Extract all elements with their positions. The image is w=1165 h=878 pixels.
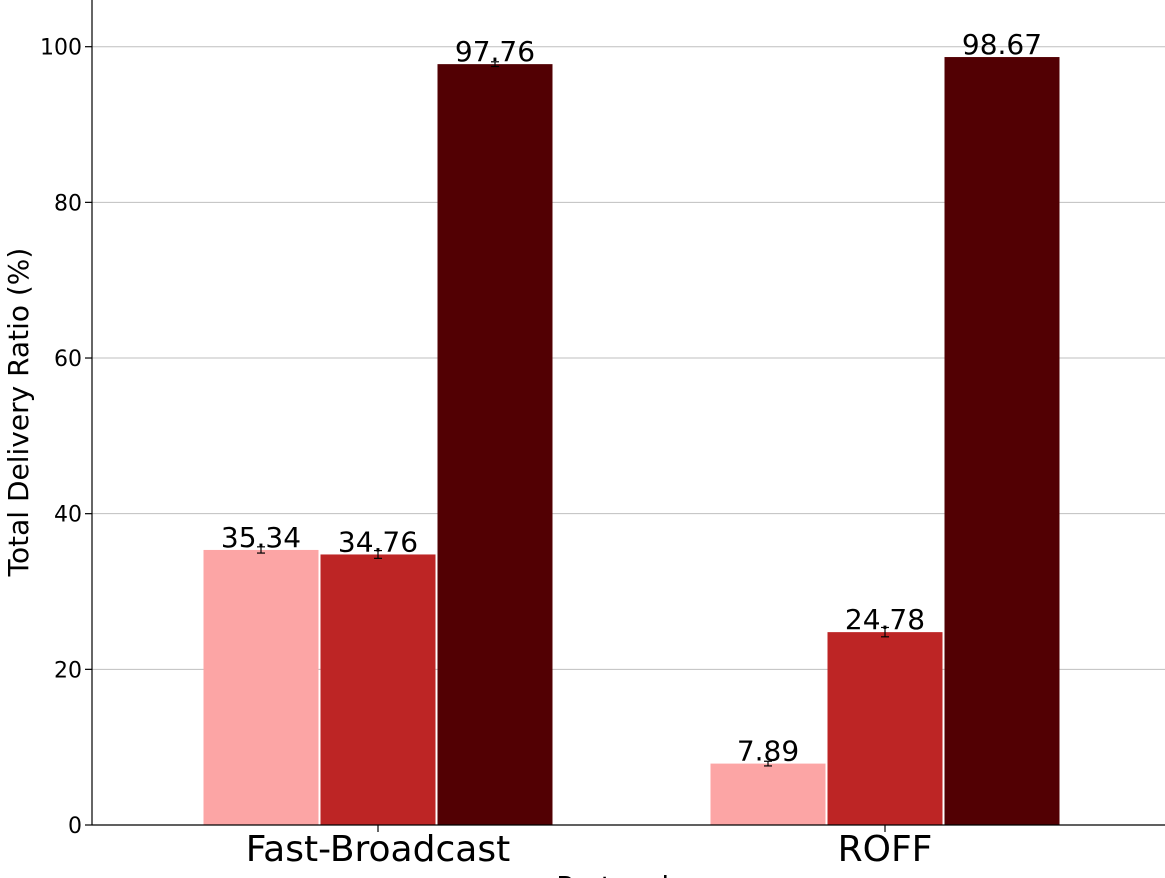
data-labels: 35.34 34.76 97.76 7.89 24.78 98.67 <box>221 28 1042 768</box>
y-axis-title: Total Delivery Ratio (%) <box>2 248 35 578</box>
bar-value-label: 7.89 <box>737 735 799 768</box>
bar-value-label: 98.67 <box>962 28 1042 61</box>
bar-value-label: 34.76 <box>338 525 418 558</box>
bar <box>710 763 826 825</box>
bar <box>203 549 319 825</box>
x-axis-title: Protocols <box>556 870 683 878</box>
bar-value-label: 97.76 <box>455 35 535 68</box>
bar <box>437 64 553 825</box>
axes <box>91 0 1165 826</box>
y-tick-label: 40 <box>54 503 82 528</box>
y-tick-label: 80 <box>54 191 82 216</box>
bar-value-label: 24.78 <box>845 603 925 636</box>
y-tick-label: 0 <box>68 814 82 839</box>
bar <box>827 632 943 825</box>
y-tick-label: 100 <box>40 36 82 61</box>
x-tick-labels: Fast-Broadcast ROFF <box>246 825 933 870</box>
x-tick-label: Fast-Broadcast <box>246 829 510 870</box>
x-tick-label: ROFF <box>838 829 933 870</box>
y-ticks: 0 20 40 60 80 100 <box>40 36 92 839</box>
bar <box>944 57 1060 825</box>
y-tick-label: 20 <box>54 658 82 683</box>
bar-value-label: 35.34 <box>221 521 301 554</box>
bar <box>320 554 436 825</box>
y-tick-label: 60 <box>54 347 82 372</box>
bars <box>203 57 1060 825</box>
